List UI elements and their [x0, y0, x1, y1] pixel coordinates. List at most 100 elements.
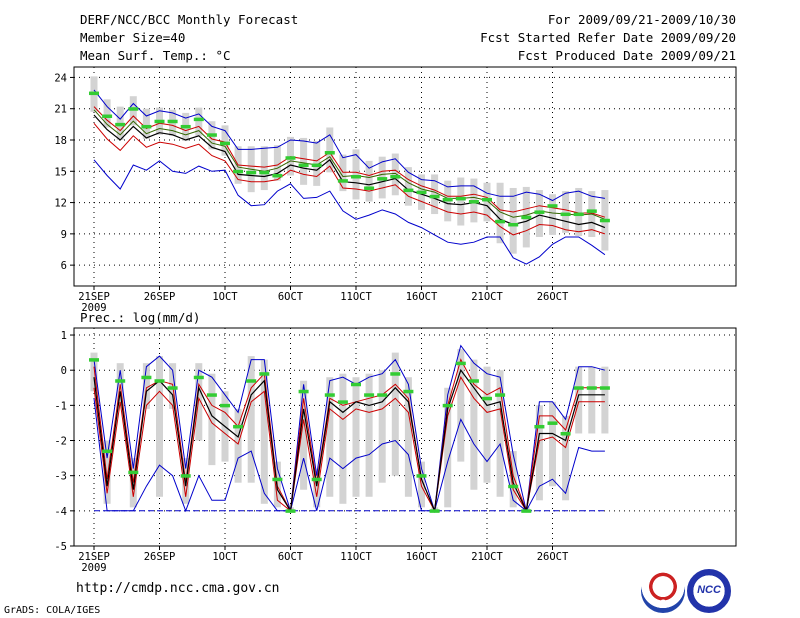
precip-x-tick-label: 11OCT [340, 551, 372, 563]
precip-spread-box [90, 352, 98, 392]
precip-observation-marker [403, 389, 414, 394]
precip-observation-marker [272, 477, 283, 482]
temperature-observation-marker [285, 156, 296, 160]
precip-x-tick-label: 26OCT [537, 551, 569, 563]
precip-observation-marker [89, 358, 99, 362]
temperature-spread-box [457, 177, 465, 226]
temperature-spread-box [404, 167, 412, 206]
variable-label: Mean Surf. Temp.: °C [80, 48, 231, 63]
temperature-spread-box [142, 108, 150, 139]
precip-spread-box [352, 377, 360, 497]
precip-observation-marker [141, 375, 152, 380]
precip-observation-marker [285, 509, 296, 513]
source-url[interactable]: http://cmdp.ncc.cma.gov.cn [76, 581, 280, 596]
precip-spread-box [326, 377, 334, 497]
temperature-spread-box [129, 96, 137, 126]
precip-observation-marker [102, 449, 113, 454]
temperature-y-tick-label: 9 [61, 229, 67, 241]
chart-title: DERF/NCC/BCC Monthly Forecast [80, 12, 299, 27]
ncc-logo: NCC [687, 569, 731, 613]
temperature-observation-marker [233, 169, 244, 174]
precip-x-tick-label: 21SEP [78, 551, 110, 563]
temperature-observation-marker [272, 173, 283, 178]
precip-y-tick-label: -2 [54, 436, 67, 448]
temperature-observation-marker [180, 124, 191, 129]
temperature-observation-marker [442, 197, 453, 202]
temperature-frame [73, 66, 737, 287]
temperature-p90-line [93, 106, 606, 218]
temperature-observation-marker [324, 151, 335, 155]
precip-y-tick-label: -5 [54, 541, 67, 553]
member-size: Member Size=40 [80, 30, 186, 45]
temperature-observation-marker [482, 197, 492, 202]
precip-observation-marker [180, 474, 191, 478]
temperature-observation-marker [390, 175, 401, 179]
temperature-year-label: 2009 [81, 302, 106, 314]
temperature-observation-marker [495, 219, 506, 224]
temperature-panel: 6 9 12 15 18 21 24 21SEP 26SEP 1OCT 6OCT 11OCT 16OCT… [54, 66, 737, 314]
temperature-spread-box [352, 149, 360, 200]
precip-observation-marker [482, 396, 492, 401]
precip-observation-marker [573, 386, 584, 390]
precip-mean-line [93, 368, 605, 514]
precip-y-tick-label: -4 [54, 506, 67, 518]
temperature-observation-marker [311, 163, 322, 168]
temperature-spread-box [287, 136, 294, 176]
temperature-observation-marker [167, 119, 178, 124]
bcc-logo: BCC [641, 569, 685, 613]
temperature-observation-marker [521, 215, 532, 220]
temperature-observation-marker [534, 210, 545, 214]
precip-spread-box [549, 401, 556, 487]
temperature-spread-box [483, 182, 491, 222]
temperature-spread-box [391, 153, 399, 196]
temperature-spread-box [326, 127, 334, 173]
temperature-observation-marker [429, 194, 440, 199]
ncc-logo-text: NCC [697, 584, 721, 596]
precip-observation-marker [220, 403, 230, 408]
precip-observation-marker [521, 509, 532, 513]
temperature-y-tick-label: 6 [61, 260, 67, 272]
temperature-spread-box [313, 141, 321, 186]
precip-p10-line [93, 376, 605, 513]
temperature-max-line [93, 89, 605, 202]
precip-observation-marker [547, 421, 558, 425]
temperature-y-tick-label: 12 [54, 198, 67, 210]
precip-spread-box [562, 415, 570, 501]
precip-spread-box [234, 408, 242, 483]
precip-year-label: 2009 [81, 562, 106, 574]
precip-spread-box [378, 370, 386, 483]
temperature-observation-marker [154, 119, 165, 124]
precip-title: Prec.: log(mm/d) [80, 310, 200, 325]
precip-spread-box [601, 366, 609, 434]
temperature-mean-line [93, 114, 606, 229]
precip-observation-marker [311, 477, 322, 482]
precip-spread-box [156, 356, 163, 497]
temperature-observation-marker [586, 209, 597, 213]
precip-spread-box [457, 349, 465, 462]
precip-spread-box [260, 359, 268, 504]
temperature-x-tick-label: 21OCT [471, 291, 503, 303]
precip-spread-box [391, 352, 399, 476]
temperature-p10-line [93, 122, 606, 236]
precip-y-tick-label: -3 [54, 471, 67, 483]
precip-y-tick-label: -1 [54, 400, 67, 412]
precip-spread-box [339, 373, 347, 504]
temperature-observation-marker [364, 186, 375, 190]
precip-observation-marker [167, 386, 178, 390]
temperature-observation-marker [508, 222, 519, 227]
temperature-observation-marker [193, 117, 204, 122]
temperature-spread-box [300, 137, 308, 185]
precip-frame [73, 327, 737, 547]
precip-spread-box [575, 366, 583, 434]
precip-x-tick-label: 21OCT [471, 551, 503, 563]
temperature-spread-box [365, 160, 373, 202]
temperature-x-tick-label: 26OCT [537, 291, 569, 303]
precip-observation-marker [351, 382, 361, 387]
precip-x-tick-label: 1OCT [212, 551, 238, 563]
precip-observation-marker [508, 484, 519, 489]
precip-observation-marker [259, 372, 270, 376]
temperature-x-tick-label: 6OCT [278, 291, 304, 303]
precip-observation-marker [599, 386, 610, 390]
precip-spread-box [535, 405, 543, 501]
precip-observation-marker [416, 474, 427, 478]
